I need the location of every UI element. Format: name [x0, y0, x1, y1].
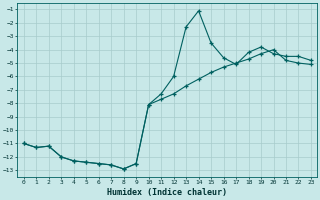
X-axis label: Humidex (Indice chaleur): Humidex (Indice chaleur) [108, 188, 228, 197]
